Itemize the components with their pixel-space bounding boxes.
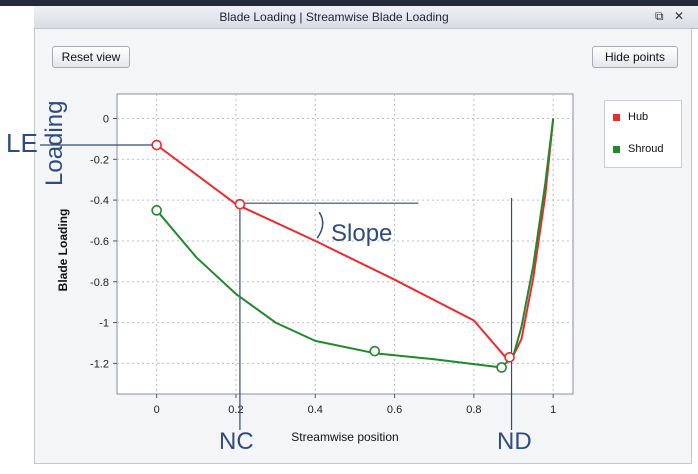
x-tick-label: 0.8 — [466, 404, 481, 416]
nc-annotation: NC — [219, 428, 254, 455]
desktop-top-strip — [0, 0, 698, 6]
hub-swatch — [613, 113, 620, 121]
legend-item-hub: Hub — [613, 111, 648, 123]
close-icon[interactable]: ✕ — [674, 9, 685, 23]
le-annotation: LE — [6, 128, 38, 158]
x-axis-label: Streamwise position — [291, 430, 398, 444]
y-tick-label: -0.2 — [90, 154, 109, 166]
y-tick-label: -1 — [99, 318, 109, 330]
window-title: Blade Loading | Streamwise Blade Loading — [219, 10, 449, 24]
reset-view-button[interactable]: Reset view — [52, 46, 130, 68]
hub-control-point — [504, 351, 515, 363]
shroud-control-point — [496, 362, 507, 373]
x-tick-label: 0 — [154, 404, 160, 416]
y-axis-label: Blade Loading — [56, 209, 70, 292]
nd-annotation: ND — [497, 428, 532, 455]
legend-label-shroud: Shroud — [628, 143, 664, 155]
x-tick-label: 1 — [550, 404, 556, 416]
y-tick-label: -0.6 — [90, 236, 109, 248]
slope-annotation: Slope — [331, 220, 393, 247]
shroud-control-point — [151, 205, 162, 216]
y-tick-label: 0 — [103, 113, 109, 125]
legend: Hub Shroud — [604, 100, 682, 168]
hub-control-point — [234, 198, 246, 210]
legend-label-hub: Hub — [628, 111, 649, 123]
shroud-control-point — [369, 345, 381, 357]
hub-control-point — [151, 139, 162, 151]
plot-area — [116, 93, 574, 395]
shroud-series-line — [155, 118, 555, 369]
legend-item-shroud: Shroud — [613, 143, 663, 155]
x-tick-label: 0.6 — [387, 404, 402, 416]
restore-icon[interactable]: ⧉ — [655, 9, 664, 23]
shroud-swatch — [613, 145, 620, 153]
y-tick-label: -0.8 — [90, 277, 109, 289]
y-tick-label: -1.2 — [90, 358, 109, 370]
loading-annotation: Loading — [41, 100, 68, 186]
slope-arc — [316, 211, 324, 239]
y-tick-label: -0.4 — [90, 195, 109, 207]
x-tick-label: 0.2 — [228, 404, 243, 416]
x-tick-label: 0.4 — [308, 404, 323, 416]
hide-points-button[interactable]: Hide points — [592, 46, 678, 68]
